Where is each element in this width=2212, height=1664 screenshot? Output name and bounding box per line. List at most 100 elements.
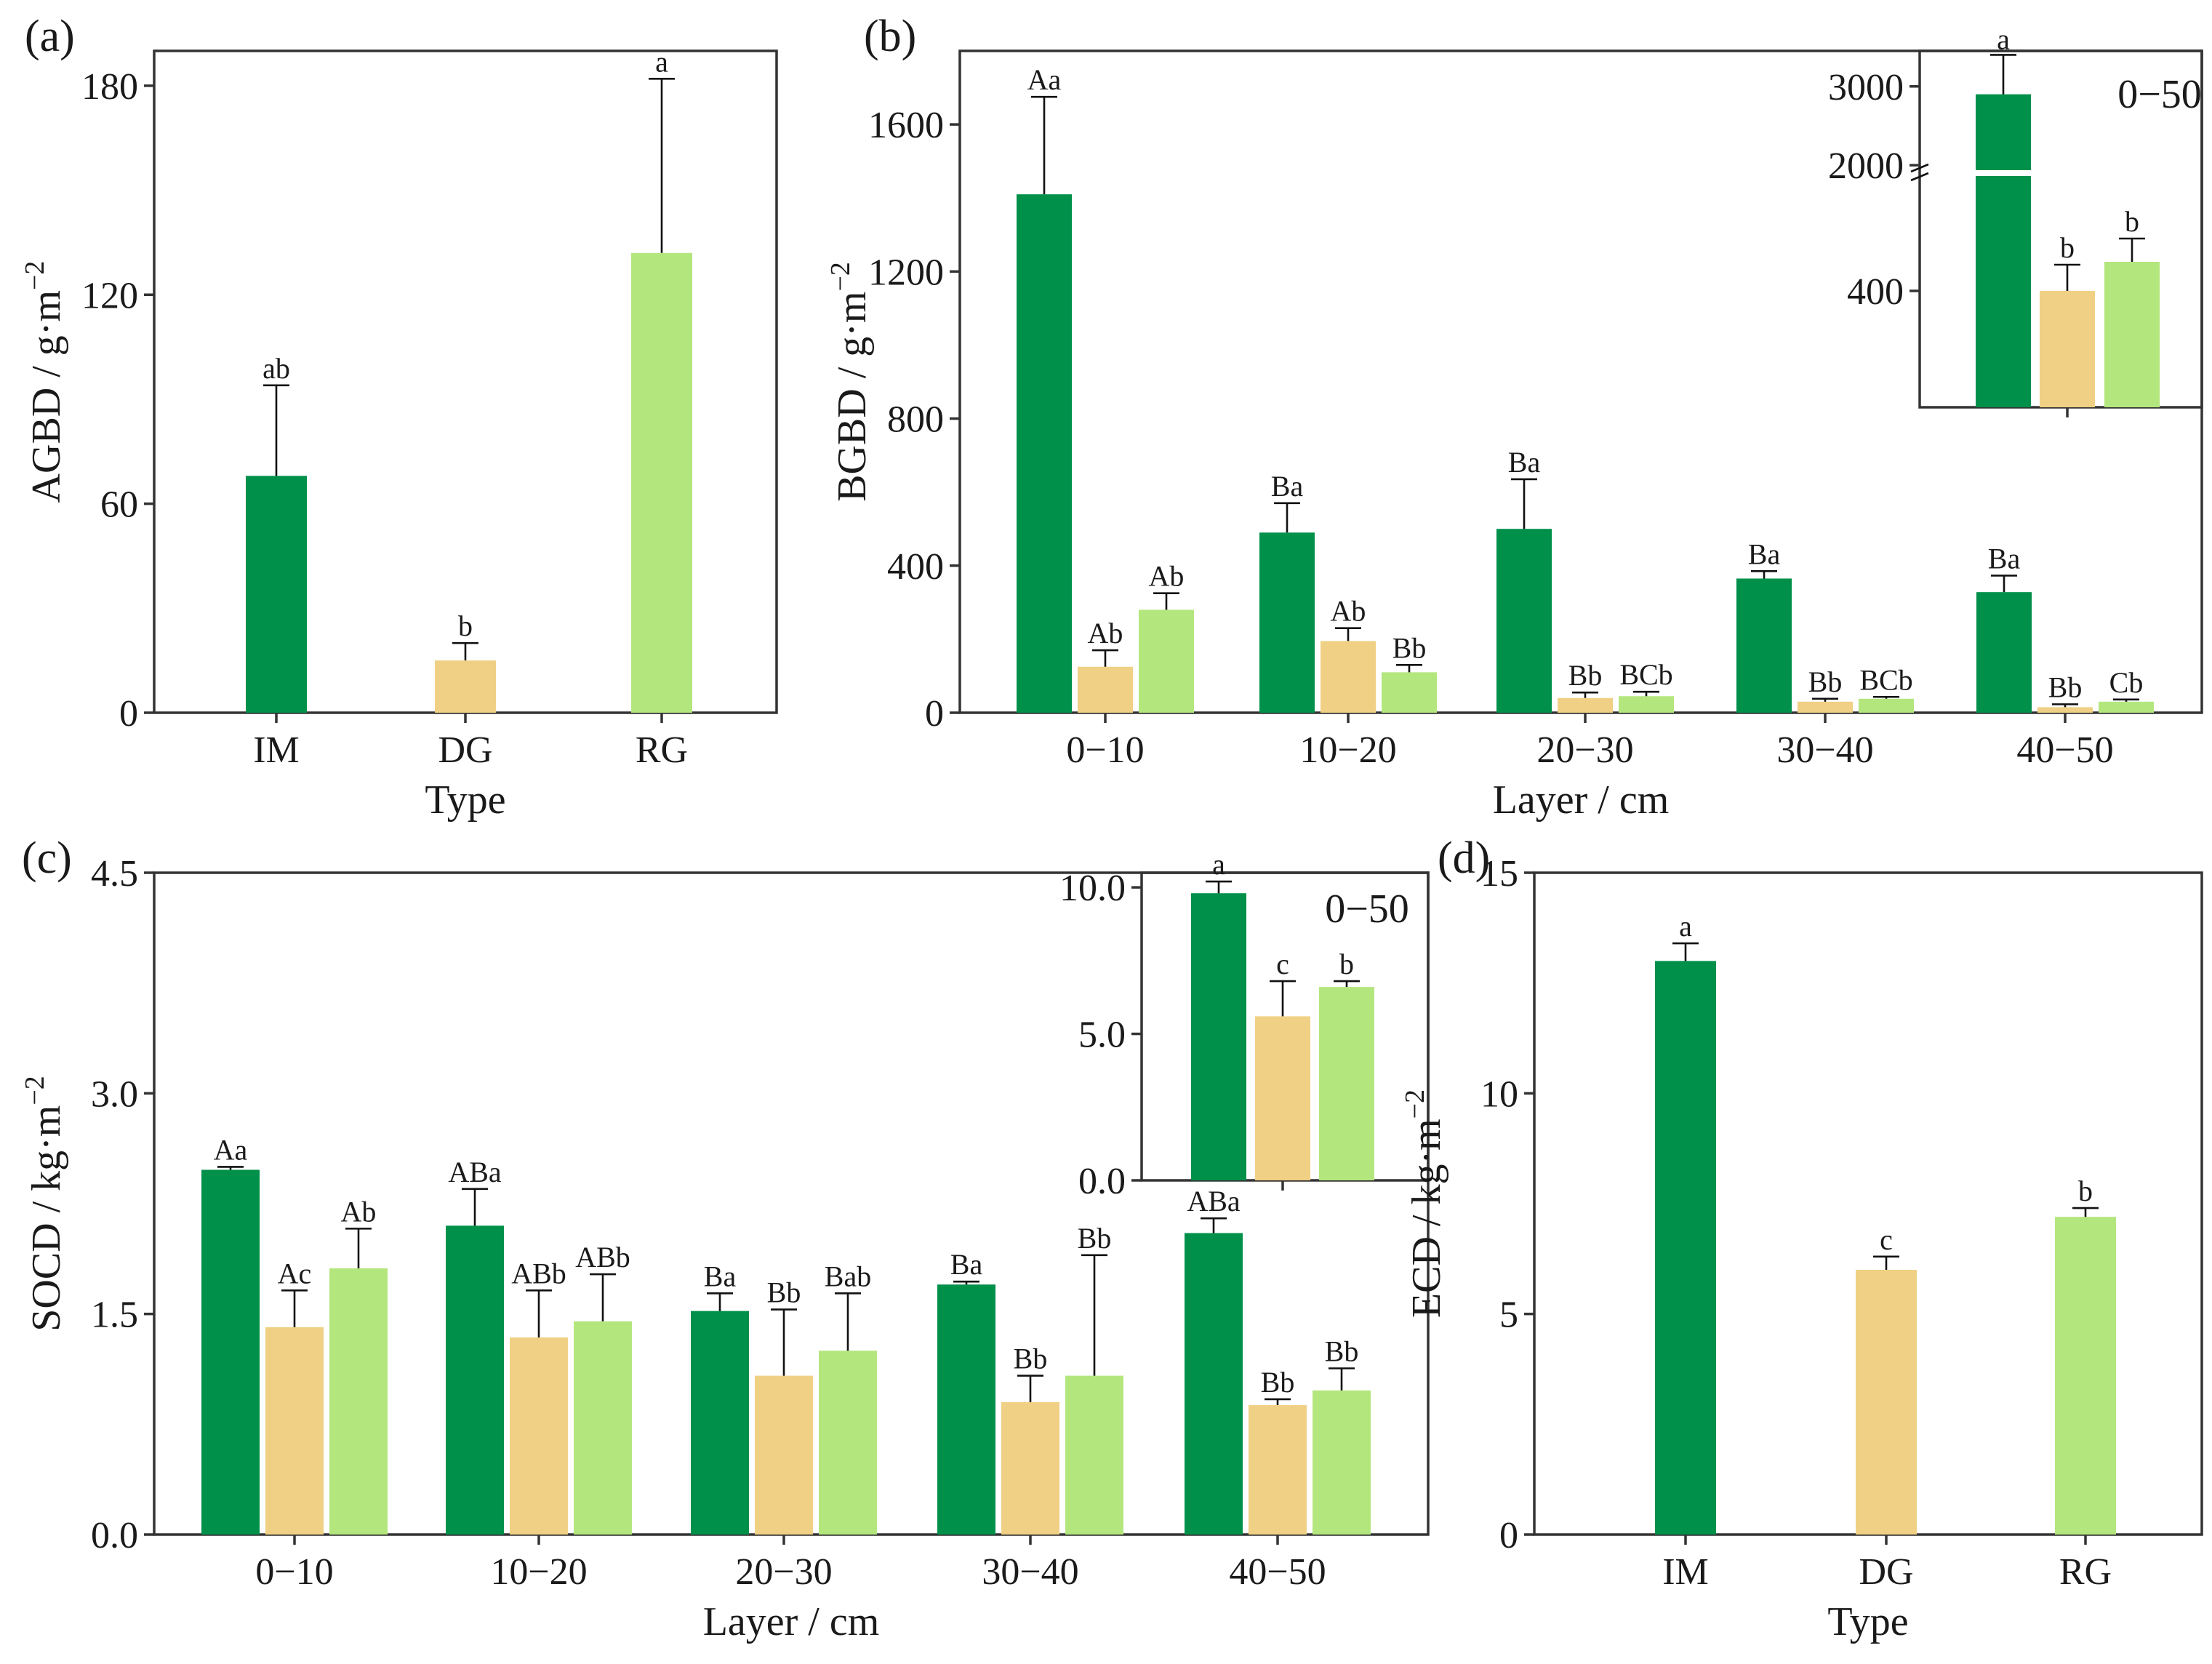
- inset-significance-label: b: [2060, 231, 2075, 264]
- error-bar-DG-4: [2052, 703, 2078, 708]
- inset-y-tick-label: 3000: [1828, 67, 1904, 108]
- error-bar-DG-1: [1335, 627, 1361, 641]
- inset-title: 0−50: [1325, 887, 1409, 932]
- bar-DG-2: [755, 1375, 813, 1535]
- panel-label: (a): [25, 12, 75, 61]
- y-tick-label: 10: [1480, 1073, 1518, 1115]
- significance-label: Bb: [1568, 659, 1603, 692]
- bar-IM-2: [691, 1311, 749, 1535]
- significance-label: ABa: [1187, 1185, 1241, 1217]
- inset-bar-RG: [1319, 987, 1374, 1180]
- bar-RG: [631, 252, 692, 713]
- bar-IM: [1655, 961, 1716, 1535]
- y-tick-label: 60: [100, 484, 138, 526]
- significance-label: BCb: [1859, 663, 1912, 696]
- y-tick-label: 0: [1499, 1515, 1518, 1556]
- significance-label: Ac: [278, 1257, 312, 1289]
- y-axis-title-text: BGBD / g·m: [830, 292, 875, 502]
- error-bar-RG-0: [345, 1228, 372, 1268]
- x-tick-label: 10−20: [1299, 729, 1396, 771]
- significance-label: Ab: [341, 1195, 377, 1228]
- inset-y-tick-label: 10.0: [1059, 868, 1126, 909]
- error-bar-RG-2: [1633, 690, 1659, 697]
- bar-RG-4: [2099, 701, 2154, 713]
- bar-RG-2: [1619, 696, 1674, 713]
- y-tick-label: 5: [1499, 1295, 1518, 1336]
- bar-IM-0: [1017, 194, 1072, 713]
- y-axis-title-superscript: −2: [825, 262, 856, 291]
- bar-IM-1: [446, 1225, 504, 1535]
- bar-DG-3: [1001, 1402, 1059, 1535]
- inset-error-bar-RG: [1334, 980, 1360, 988]
- significance-label: BCb: [1619, 658, 1672, 691]
- y-tick-label: 180: [81, 66, 138, 108]
- error-bar-IM-3: [953, 1280, 979, 1285]
- bar-IM: [246, 476, 307, 713]
- bar-IM-1: [1259, 532, 1315, 713]
- bar-IM-4: [1185, 1233, 1243, 1535]
- inset-significance-label: b: [1339, 948, 1354, 980]
- error-bar-DG-2: [771, 1308, 797, 1376]
- error-bar-IM: [1672, 942, 1699, 961]
- x-tick-label: 20−30: [735, 1551, 832, 1593]
- significance-label: Bb: [1078, 1222, 1112, 1255]
- bar-DG-1: [1321, 641, 1376, 713]
- y-axis-title: BGBD / g·m−2: [825, 262, 875, 502]
- y-axis-title-superscript: −2: [20, 1076, 50, 1105]
- bar-DG-4: [2037, 707, 2093, 713]
- error-bar-DG-1: [526, 1289, 552, 1338]
- inset-bar-DG: [2040, 291, 2095, 407]
- bar-DG-0: [1078, 666, 1133, 713]
- error-bar-IM: [263, 384, 289, 476]
- error-bar-DG-3: [1017, 1375, 1043, 1402]
- x-axis-title: Type: [425, 777, 505, 823]
- significance-label: Ba: [704, 1260, 737, 1292]
- bar-DG-2: [1558, 697, 1613, 713]
- bar-RG-0: [329, 1268, 388, 1535]
- significance-label: ABb: [511, 1257, 566, 1289]
- bar-DG: [435, 660, 496, 713]
- bar-DG-3: [1798, 701, 1853, 713]
- significance-label: Aa: [214, 1133, 248, 1166]
- error-bar-IM-3: [1751, 570, 1777, 579]
- significance-label: ABb: [575, 1241, 630, 1273]
- panel-a: 0 60 120 180 IM DG RG Type AGBD / g·m−2 (a) ab b a: [20, 12, 778, 823]
- y-axis-title: AGBD / g·m−2: [20, 261, 69, 503]
- inset-y-tick-label: 400: [1847, 271, 1904, 313]
- significance-label: Bb: [1325, 1335, 1359, 1367]
- x-axis-title: Layer / cm: [1493, 777, 1670, 823]
- error-bar-RG-1: [1396, 663, 1422, 673]
- error-bar-DG-0: [1092, 649, 1118, 667]
- bar-RG-3: [1859, 698, 1914, 713]
- y-tick-label: 3.0: [91, 1073, 138, 1115]
- error-bar-DG: [452, 641, 478, 661]
- significance-label: Bb: [1261, 1366, 1295, 1399]
- inset-y-tick-label: 5.0: [1078, 1015, 1126, 1056]
- error-bar-RG: [2072, 1207, 2099, 1217]
- significance-label: Ba: [1988, 542, 2021, 575]
- inset-y-tick-label: 2000: [1828, 145, 1904, 187]
- x-tick-label: DG: [438, 729, 492, 771]
- panel-c: 0.0 1.5 3.0 4.5 0−10 10−20 20−30 30−40 40−50 Laye…: [20, 833, 1430, 1644]
- significance-label: Cb: [2109, 666, 2144, 699]
- y-tick-label: 120: [81, 275, 138, 316]
- y-tick-label: 1.5: [91, 1295, 138, 1336]
- inset-significance-label: a: [1997, 23, 2010, 55]
- x-tick-label: 20−30: [1536, 729, 1633, 771]
- y-axis-title-superscript: −2: [20, 261, 50, 290]
- bar-DG-0: [265, 1327, 324, 1535]
- significance-label: Ba: [950, 1248, 983, 1281]
- x-tick-label: 40−50: [1229, 1551, 1326, 1593]
- significance-label: Bb: [1014, 1343, 1048, 1375]
- bar-IM-0: [201, 1169, 260, 1535]
- bar-DG-4: [1249, 1405, 1307, 1535]
- y-tick-label: 1600: [868, 105, 944, 146]
- significance-label: ABa: [448, 1156, 502, 1188]
- inset-error-bar-IM: [1990, 54, 2016, 95]
- bar-RG-3: [1065, 1375, 1123, 1535]
- inset-bar-RG: [2104, 262, 2160, 407]
- x-tick-label: 0−10: [255, 1551, 333, 1593]
- significance-label: Ab: [1088, 617, 1123, 649]
- panel-label: (d): [1438, 833, 1490, 883]
- error-bar-DG-2: [1572, 691, 1598, 698]
